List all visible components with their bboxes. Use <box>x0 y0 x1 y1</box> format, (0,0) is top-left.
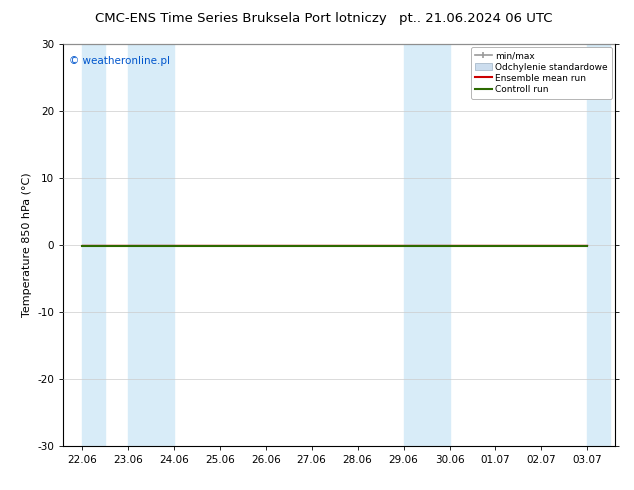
Bar <box>403 44 450 446</box>
Bar <box>588 44 611 446</box>
Y-axis label: Temperature 850 hPa (°C): Temperature 850 hPa (°C) <box>22 172 32 318</box>
Bar <box>82 44 105 446</box>
Legend: min/max, Odchylenie standardowe, Ensemble mean run, Controll run: min/max, Odchylenie standardowe, Ensembl… <box>471 47 612 98</box>
Bar <box>128 44 174 446</box>
Text: pt.. 21.06.2024 06 UTC: pt.. 21.06.2024 06 UTC <box>399 12 552 25</box>
Text: CMC-ENS Time Series Bruksela Port lotniczy: CMC-ENS Time Series Bruksela Port lotnic… <box>95 12 387 25</box>
Text: © weatheronline.pl: © weatheronline.pl <box>69 56 170 66</box>
